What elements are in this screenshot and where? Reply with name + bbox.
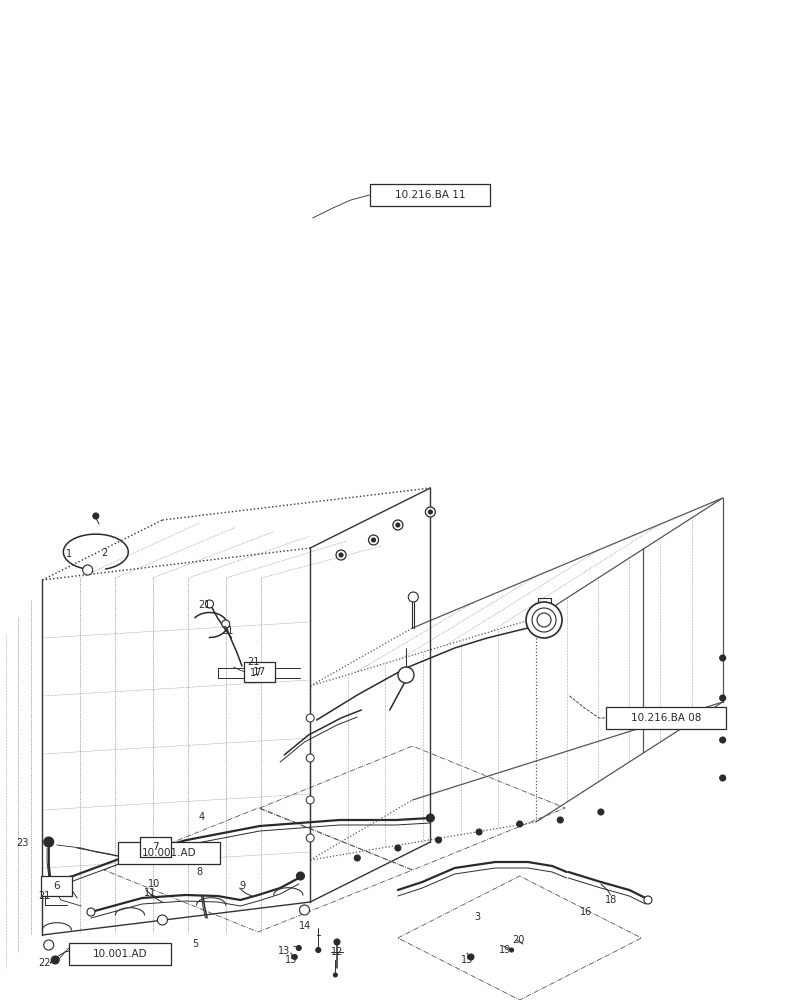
Text: 15: 15 [284, 955, 297, 965]
Text: 10.216.BA 08: 10.216.BA 08 [630, 713, 700, 723]
Circle shape [556, 817, 563, 823]
Text: 14: 14 [298, 921, 311, 931]
Text: 17: 17 [249, 668, 262, 678]
Circle shape [719, 737, 725, 743]
Circle shape [299, 905, 309, 915]
Circle shape [428, 510, 431, 514]
Circle shape [408, 592, 418, 602]
Circle shape [221, 620, 230, 628]
Text: 23: 23 [16, 838, 29, 848]
Circle shape [296, 872, 304, 880]
Circle shape [475, 829, 482, 835]
Text: 21: 21 [247, 657, 260, 667]
Circle shape [83, 565, 92, 575]
Text: 15: 15 [460, 955, 473, 965]
Circle shape [394, 845, 401, 851]
Circle shape [509, 948, 513, 952]
Circle shape [92, 513, 99, 519]
Circle shape [536, 613, 551, 627]
Circle shape [643, 896, 651, 904]
Text: 7: 7 [152, 842, 159, 852]
Circle shape [435, 837, 441, 843]
Circle shape [516, 821, 522, 827]
Text: 21: 21 [221, 626, 234, 636]
Text: 17: 17 [253, 667, 266, 677]
Text: 16: 16 [579, 907, 592, 917]
Text: 9: 9 [238, 881, 245, 891]
Circle shape [44, 940, 54, 950]
Circle shape [205, 600, 213, 608]
Text: 2: 2 [101, 548, 107, 558]
Circle shape [526, 602, 561, 638]
Text: 3: 3 [474, 912, 480, 922]
Text: 6: 6 [54, 881, 60, 891]
Circle shape [719, 695, 725, 701]
Circle shape [157, 915, 167, 925]
Text: 13: 13 [277, 946, 290, 956]
Bar [370, 184, 490, 206]
Circle shape [397, 667, 414, 683]
Text: 10.001.AD: 10.001.AD [141, 848, 196, 858]
Text: 12: 12 [330, 947, 343, 957]
Circle shape [292, 954, 297, 959]
Circle shape [597, 809, 603, 815]
Text: 11: 11 [144, 888, 157, 898]
Text: 18: 18 [603, 895, 616, 905]
Circle shape [467, 954, 474, 960]
Circle shape [333, 973, 337, 977]
Text: 10.001.AD: 10.001.AD [92, 949, 148, 959]
Circle shape [306, 754, 314, 762]
Circle shape [306, 796, 314, 804]
Bar [41, 876, 72, 896]
Text: 19: 19 [498, 945, 511, 955]
Circle shape [44, 837, 54, 847]
Circle shape [426, 814, 434, 822]
Circle shape [354, 855, 360, 861]
Text: 20: 20 [511, 935, 524, 945]
Bar [140, 837, 171, 857]
Circle shape [87, 908, 95, 916]
Circle shape [51, 956, 59, 964]
Text: 8: 8 [195, 867, 202, 877]
Circle shape [339, 553, 342, 557]
Bar [69, 943, 170, 965]
Circle shape [368, 535, 378, 545]
Circle shape [719, 775, 725, 781]
Text: 10.216.BA 11: 10.216.BA 11 [395, 190, 465, 200]
Bar [118, 842, 219, 864]
Text: 21: 21 [38, 891, 51, 901]
Circle shape [315, 947, 320, 952]
Circle shape [396, 523, 399, 527]
Circle shape [393, 520, 402, 530]
Text: 4: 4 [198, 812, 204, 822]
Text: 1: 1 [66, 549, 72, 559]
Text: 21: 21 [198, 600, 211, 610]
Circle shape [336, 550, 345, 560]
Bar [244, 662, 275, 682]
Circle shape [371, 538, 375, 542]
Circle shape [719, 655, 725, 661]
Circle shape [296, 945, 301, 950]
Circle shape [425, 507, 435, 517]
Circle shape [531, 608, 556, 632]
Text: 5: 5 [191, 939, 198, 949]
Circle shape [333, 939, 340, 945]
Circle shape [306, 834, 314, 842]
Text: 22: 22 [38, 958, 51, 968]
Circle shape [306, 714, 314, 722]
Text: 10: 10 [148, 879, 161, 889]
Bar [605, 707, 725, 729]
